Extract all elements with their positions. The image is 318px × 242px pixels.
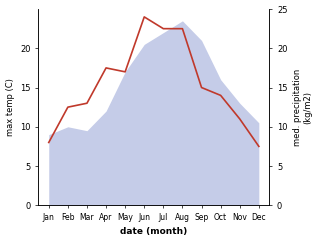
X-axis label: date (month): date (month) — [120, 227, 187, 236]
Y-axis label: med. precipitation
(kg/m2): med. precipitation (kg/m2) — [293, 68, 313, 146]
Y-axis label: max temp (C): max temp (C) — [5, 78, 15, 136]
